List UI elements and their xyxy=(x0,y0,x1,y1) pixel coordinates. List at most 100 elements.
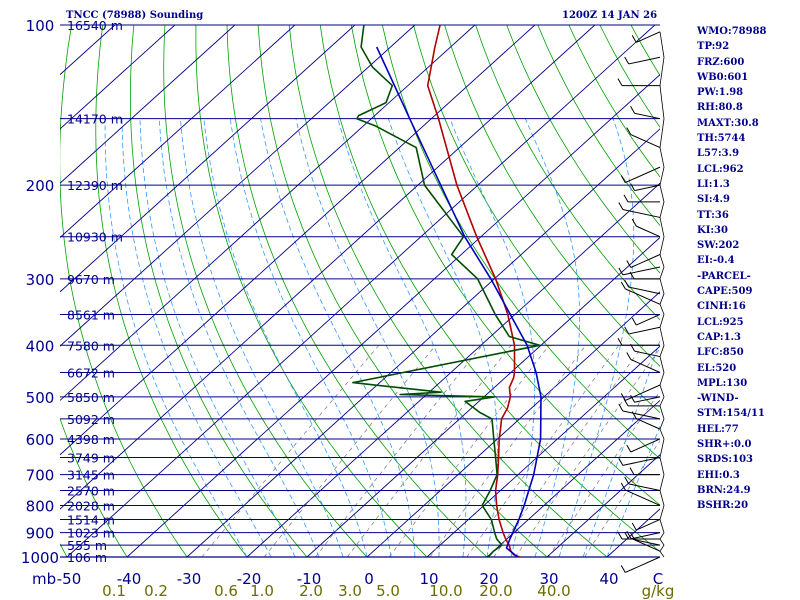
wind-barb-flag xyxy=(631,522,637,531)
temperature-line xyxy=(426,25,523,557)
stat-item: STM:154/11 xyxy=(697,408,765,420)
mixing-ratio-tick-label: 10.0 xyxy=(429,582,462,600)
wind-barb-flag xyxy=(617,78,623,86)
wind-barb-flag xyxy=(631,317,637,326)
wind-barb-flag xyxy=(626,530,632,539)
temp-tick-label: -40 xyxy=(117,570,142,588)
pressure-tick-label: 500 xyxy=(26,389,55,407)
height-label: 16540 m xyxy=(67,18,123,33)
wind-profile xyxy=(617,31,665,573)
wind-barb-flag xyxy=(629,271,635,280)
sounding-indices-list: WMO:78988 TP:92 FRZ:600 WB0:601 PW:1.98 RH:80… xyxy=(697,24,767,514)
mixing-ratio-line xyxy=(429,345,587,557)
isotherms xyxy=(60,25,660,557)
wind-barb xyxy=(625,288,661,305)
mixing-ratio-tick-label: 5.0 xyxy=(376,582,400,600)
moist-adiabat-line xyxy=(139,118,296,557)
height-label: 7580 m xyxy=(67,338,115,353)
moist-adiabat-line xyxy=(104,118,248,557)
mixing-ratio-tick-label: 0.6 xyxy=(214,582,238,600)
moist-adiabats xyxy=(104,118,660,557)
wind-barb-flag xyxy=(626,260,632,268)
stat-item: EHI:0.3 xyxy=(697,469,740,481)
stat-item: CAP:1.3 xyxy=(697,331,741,343)
wind-barb-flag xyxy=(630,395,636,403)
isotherm-line xyxy=(60,25,476,402)
isotherm-line xyxy=(246,182,660,557)
moist-adiabat-line xyxy=(203,118,368,557)
isotherm-line xyxy=(486,399,660,557)
height-label: 555 m xyxy=(67,538,107,553)
wind-barb xyxy=(636,518,661,531)
pressure-tick-label: 200 xyxy=(26,177,55,195)
stat-item: WB0:601 xyxy=(697,71,749,83)
isotherm-line xyxy=(546,454,660,557)
stat-item: TT:36 xyxy=(697,209,729,221)
stat-item: CAPE:509 xyxy=(697,286,753,298)
stat-item: EI:-0.4 xyxy=(697,255,735,267)
stat-item: L57:3.9 xyxy=(697,148,740,160)
stat-item: LI:1.3 xyxy=(697,178,730,190)
wind-barb-flag xyxy=(624,279,630,288)
wind-barb-flag xyxy=(620,565,626,573)
wind-barb xyxy=(625,166,661,184)
wind-barb-flag xyxy=(620,482,626,491)
mixing-ratio-line xyxy=(347,345,512,557)
wind-barb xyxy=(625,556,661,573)
wind-barb-flag xyxy=(624,476,630,485)
dry-adiabat-line xyxy=(95,25,248,557)
wind-barb xyxy=(630,359,661,373)
wind-barb-flag xyxy=(623,398,629,407)
stat-item: LCL:925 xyxy=(697,316,744,328)
wind-barb-flag xyxy=(618,267,624,276)
mixing-ratio-tick-label: 40.0 xyxy=(537,582,570,600)
stat-item: TH:5744 xyxy=(697,133,746,145)
wind-barb-flag xyxy=(631,411,637,419)
pressure-tick-label: 300 xyxy=(26,271,55,289)
wind-barb xyxy=(622,209,661,218)
wind-barb-flag xyxy=(631,35,637,43)
isotherm-line xyxy=(60,25,236,184)
temp-tick-label: 30 xyxy=(539,570,558,588)
height-label: 3145 m xyxy=(67,468,115,483)
wind-barb-flag xyxy=(620,281,626,290)
wind-barb xyxy=(625,489,661,506)
height-label: 3749 m xyxy=(67,450,115,465)
wind-barb-flag xyxy=(630,343,636,352)
wind-barb xyxy=(628,56,661,65)
pressure-tick-label: 100 xyxy=(26,17,55,35)
isotherm-line xyxy=(126,74,660,557)
stat-item: FRZ:600 xyxy=(697,56,745,68)
mixing-ratio-tick-label: 1.0 xyxy=(250,582,274,600)
wind-barb-flag xyxy=(624,56,630,65)
height-label: 8561 m xyxy=(67,307,115,322)
stat-item: SRDS:103 xyxy=(697,454,753,466)
isotherm-line xyxy=(66,25,656,557)
mixing-ratio-tick-label: 0.2 xyxy=(144,582,168,600)
wind-barb-flag xyxy=(618,202,624,210)
height-label: 5092 m xyxy=(67,412,115,427)
moist-adiabat-line xyxy=(558,118,635,557)
isotherm-line xyxy=(426,345,660,557)
wind-barb xyxy=(634,396,661,403)
isotherm-line xyxy=(366,291,660,557)
mixing-ratio-line xyxy=(315,345,483,557)
temp-unit-label: C xyxy=(653,570,663,588)
temp-tick-label: -10 xyxy=(297,570,322,588)
wind-barb xyxy=(636,31,661,43)
mixing-ratio-tick-label: 2.0 xyxy=(299,582,323,600)
wind-barb-flag xyxy=(624,326,630,335)
height-label: 2570 m xyxy=(67,484,115,499)
sounding-time: 1200Z 14 JAN 26 xyxy=(562,10,658,21)
stat-item: SI:4.9 xyxy=(697,194,730,206)
height-label: 5850 m xyxy=(67,390,115,405)
temp-tick-label: 40 xyxy=(599,570,618,588)
height-label: 2028 m xyxy=(67,498,115,513)
isotherm-line xyxy=(60,25,596,510)
dry-adiabat-line xyxy=(226,25,488,557)
wind-barb xyxy=(625,384,661,401)
height-label: 4398 m xyxy=(67,432,115,447)
wind-barb-flag xyxy=(631,218,637,227)
